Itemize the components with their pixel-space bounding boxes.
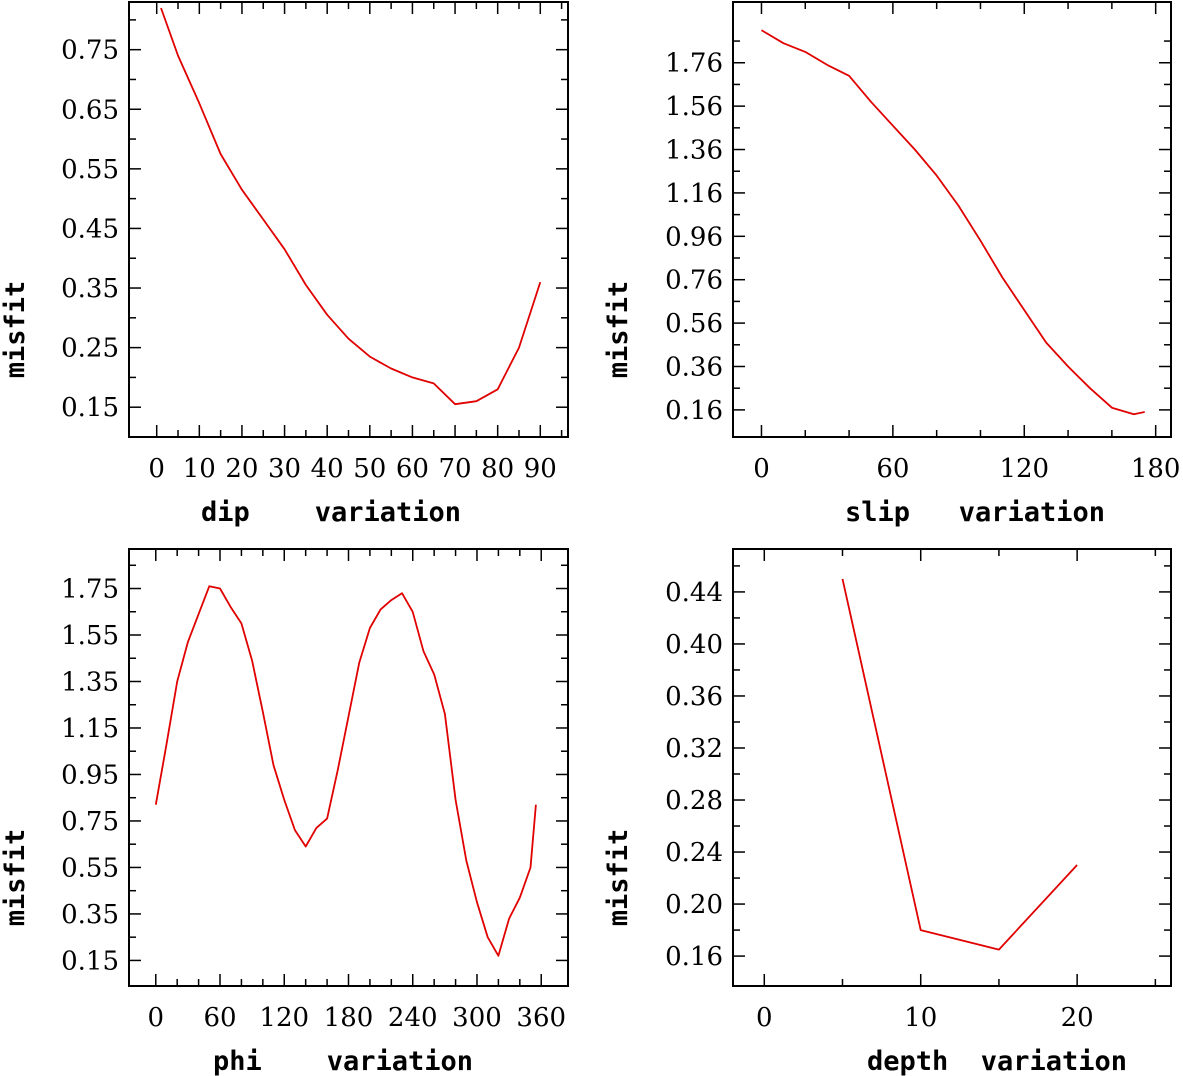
panel-3: 0 60 120 180 240 300 360 0.15 0.35 0.55 0.75 0.95 1.… [0,548,569,1076]
y-tick-label: 0.35 [61,900,119,930]
x-tick-label: 0 [756,1003,773,1033]
series-line [154,585,537,957]
x-tick-label: 90 [524,454,557,484]
panel-4: 0 10 20 0.16 0.20 0.24 0.28 0.32 0.36 0.40 0.44 dep… [603,548,1172,1076]
y-tick-label: 0.45 [61,214,119,244]
y-tick-label: 0.55 [61,853,119,883]
x-tick-label: 0 [753,454,770,484]
x-tick-label: 20 [1061,1003,1094,1033]
y-tick-label: 0.95 [61,760,119,790]
series-line [160,7,542,406]
y-tick-label: 0.16 [665,942,723,972]
y-tick-label: 0.36 [665,682,723,712]
y-axis-label: misfit [0,829,31,927]
y-tick-label: 1.36 [665,136,723,166]
plot-frame [732,1,1172,438]
y-tick-label: 0.40 [665,630,723,660]
y-tick-label: 0.15 [61,393,119,423]
x-tick-label: 0 [147,1003,164,1033]
y-tick-label: 0.24 [665,838,723,868]
y-tick-label: 0.36 [665,352,723,382]
y-axis-label: misfit [603,829,634,927]
y-tick-label: 1.16 [665,179,723,209]
y-tick-label: 1.55 [61,621,119,651]
y-tick-label: 0.20 [665,890,723,920]
y-tick-label: 1.75 [61,575,119,605]
y-tick-label: 0.15 [61,946,119,976]
y-axis-label: misfit [0,281,31,379]
series-line [761,29,1145,416]
x-tick-label: 0 [148,454,165,484]
x-tick-label: 180 [324,1003,374,1033]
y-tick-label: 0.75 [61,807,119,837]
x-tick-label: 180 [1131,454,1181,484]
panel-1: 0 10 20 30 40 50 60 70 80 90 0.15 0.25 0.35 0.45 0.55 0… [0,1,569,528]
y-tick-label: 1.15 [61,714,119,744]
plot-frame [128,1,569,438]
x-tick-label: 50 [353,454,386,484]
x-axis-label: phi variation [213,1046,473,1076]
x-tick-label: 10 [183,454,216,484]
y-axis-label: misfit [603,281,634,379]
x-tick-label: 20 [225,454,258,484]
x-tick-label: 120 [259,1003,309,1033]
y-tick-label: 0.16 [665,396,723,426]
plot-frame [128,548,569,987]
x-tick-label: 10 [904,1003,937,1033]
y-tick-label: 0.65 [61,95,119,125]
plot-frame [732,548,1172,987]
x-tick-label: 40 [311,454,344,484]
x-tick-label: 60 [396,454,429,484]
y-tick-label: 0.25 [61,334,119,364]
x-tick-label: 60 [876,454,909,484]
x-axis-label: slip variation [845,497,1105,528]
y-tick-label: 0.55 [61,155,119,185]
y-tick-label: 1.56 [665,92,723,122]
y-tick-label: 0.44 [665,578,723,608]
x-axis-label: dip variation [201,497,461,528]
series-line [841,578,1078,951]
x-tick-label: 120 [999,454,1049,484]
x-tick-label: 30 [268,454,301,484]
y-tick-label: 0.35 [61,274,119,304]
panel-2: 0 60 120 180 0.16 0.36 0.56 0.76 0.96 1.16 1.36 1.5… [603,1,1181,528]
y-tick-label: 0.75 [61,36,119,66]
x-tick-label: 80 [481,454,514,484]
y-tick-label: 0.32 [665,734,723,764]
y-tick-label: 0.76 [665,266,723,296]
y-tick-label: 0.56 [665,309,723,339]
y-tick-label: 1.35 [61,667,119,697]
y-tick-label: 0.96 [665,222,723,252]
x-tick-label: 70 [439,454,472,484]
y-tick-label: 1.76 [665,49,723,79]
y-tick-label: 0.28 [665,786,723,816]
x-tick-label: 240 [388,1003,438,1033]
x-tick-label: 300 [452,1003,502,1033]
x-axis-label: depth variation [867,1046,1127,1076]
x-tick-label: 360 [516,1003,566,1033]
x-tick-label: 60 [203,1003,236,1033]
